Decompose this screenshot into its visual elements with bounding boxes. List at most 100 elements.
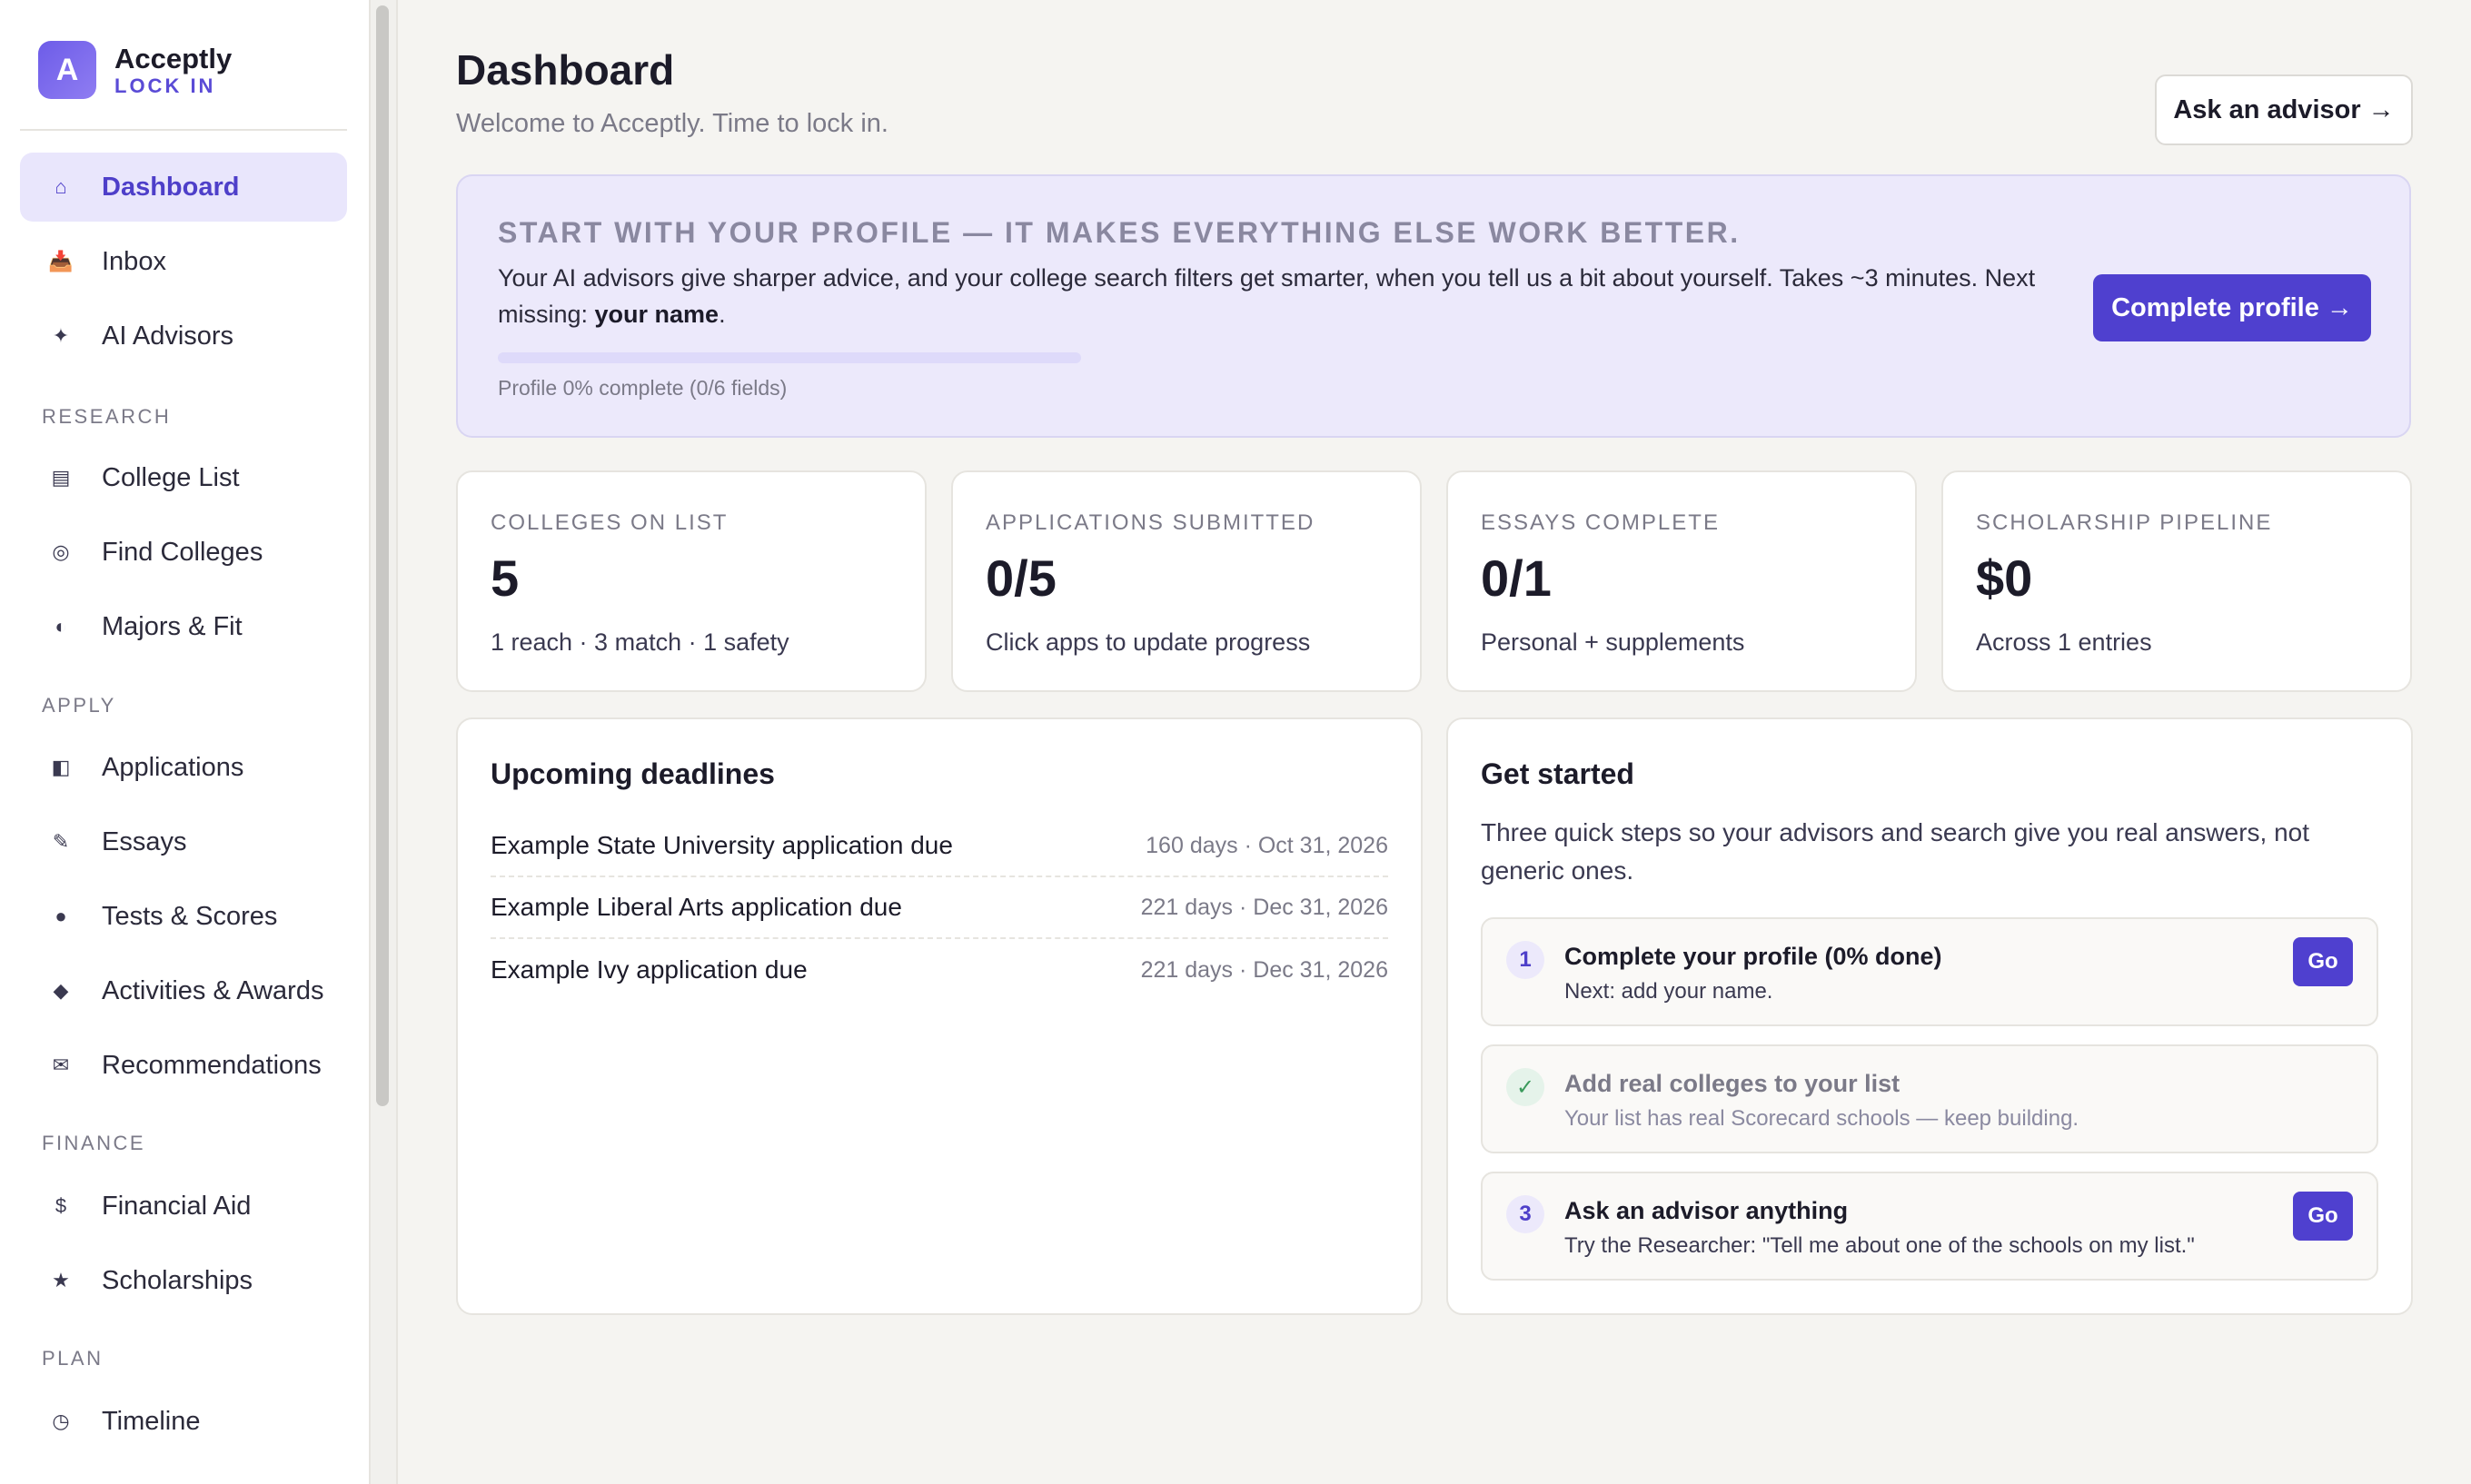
get-started-panel: Get started Three quick steps so your ad… xyxy=(1446,717,2413,1315)
panel-title: Upcoming deadlines xyxy=(491,757,775,790)
step-ask-advisor: 3 Ask an advisor anything Try the Resear… xyxy=(1481,1172,2378,1281)
sidebar-item-inbox[interactable]: 📥 Inbox xyxy=(20,227,347,296)
sidebar-section-plan: PLAN xyxy=(42,1347,104,1370)
sidebar-item-label: Find Colleges xyxy=(102,537,263,567)
sidebar-item-label: Timeline xyxy=(102,1406,201,1436)
stat-card-colleges[interactable]: COLLEGES ON LIST 5 1 reach · 3 match · 1… xyxy=(456,470,927,692)
pencil-icon: ✎ xyxy=(52,830,70,853)
complete-profile-button[interactable]: Complete profile → xyxy=(2093,274,2371,341)
sidebar-item-majors-fit[interactable]: ◐ Majors & Fit xyxy=(20,592,347,661)
deadline-date: 221 days · Dec 31, 2026 xyxy=(1140,894,1388,920)
stat-subtext: Across 1 entries xyxy=(1976,628,2152,656)
stat-subtext: Personal + supplements xyxy=(1481,628,1745,656)
home-icon: ⌂ xyxy=(55,175,67,198)
brand-tagline: LOCK IN xyxy=(114,74,216,98)
dot-icon: ● xyxy=(55,905,67,927)
inbox-icon: 📥 xyxy=(48,250,74,272)
stat-card-scholarships[interactable]: SCHOLARSHIP PIPELINE $0 Across 1 entries xyxy=(1941,470,2412,692)
sidebar-item-financial-aid[interactable]: $ Financial Aid xyxy=(20,1172,347,1241)
sidebar-section-research: RESEARCH xyxy=(42,405,172,428)
banner-title: START WITH YOUR PROFILE — IT MAKES EVERY… xyxy=(498,216,1741,249)
deadline-date: 160 days · Oct 31, 2026 xyxy=(1146,832,1388,858)
go-button[interactable]: Go xyxy=(2293,937,2353,986)
page-title: Dashboard xyxy=(456,46,675,94)
sidebar-item-label: College List xyxy=(102,462,240,492)
sidebar-item-label: Majors & Fit xyxy=(102,611,243,641)
step-subtext: Next: add your name. xyxy=(1564,979,1773,1004)
sidebar-item-activities-awards[interactable]: ◆ Activities & Awards xyxy=(20,956,347,1025)
sidebar-item-label: Essays xyxy=(102,826,187,856)
step-subtext: Your list has real Scorecard schools — k… xyxy=(1564,1106,2079,1131)
step-title: Ask an advisor anything xyxy=(1564,1197,1849,1224)
sidebar-item-label: Activities & Awards xyxy=(102,975,324,1005)
deadline-row[interactable]: Example Liberal Arts application due 221… xyxy=(491,877,1388,939)
get-started-intro: Three quick steps so your advisors and s… xyxy=(1481,818,2310,885)
profile-banner: START WITH YOUR PROFILE — IT MAKES EVERY… xyxy=(456,174,2411,438)
stat-card-essays[interactable]: ESSAYS COMPLETE 0/1 Personal + supplemen… xyxy=(1446,470,1917,692)
sidebar-item-recommendations[interactable]: ✉ Recommendations xyxy=(20,1031,347,1100)
step-add-colleges: ✓ Add real colleges to your list Your li… xyxy=(1481,1044,2378,1153)
sidebar-item-label: Inbox xyxy=(102,246,166,276)
stat-card-applications[interactable]: APPLICATIONS SUBMITTED 0/5 Click apps to… xyxy=(951,470,1422,692)
brand[interactable]: A Acceptly LOCK IN xyxy=(38,41,232,99)
panel-title: Get started xyxy=(1481,757,1634,790)
banner-body-text: Your AI advisors give sharper advice, an… xyxy=(498,264,2036,328)
profile-progress-text: Profile 0% complete (0/6 fields) xyxy=(498,376,788,400)
sidebar-item-label: Dashboard xyxy=(102,172,240,202)
clock-icon: ◷ xyxy=(52,1410,70,1432)
sidebar-item-label: Recommendations xyxy=(102,1050,322,1080)
stat-subtext: 1 reach · 3 match · 1 safety xyxy=(491,628,789,656)
deadline-name: Example Ivy application due xyxy=(491,955,808,984)
stat-value: 0/5 xyxy=(986,549,1057,607)
sidebar-scrollbar-thumb[interactable] xyxy=(376,5,389,1106)
profile-progress-bar xyxy=(498,352,1081,363)
go-button[interactable]: Go xyxy=(2293,1192,2353,1241)
banner-body: Your AI advisors give sharper advice, an… xyxy=(498,260,2079,332)
sidebar-item-ai-advisors[interactable]: ✦ AI Advisors xyxy=(20,302,347,371)
step-number: 3 xyxy=(1506,1195,1544,1233)
sidebar-item-label: Scholarships xyxy=(102,1265,253,1295)
stat-label: APPLICATIONS SUBMITTED xyxy=(986,510,1315,535)
stat-label: SCHOLARSHIP PIPELINE xyxy=(1976,510,2273,535)
diamond-icon: ◆ xyxy=(53,979,69,1002)
sidebar-item-tests-scores[interactable]: ● Tests & Scores xyxy=(20,882,347,951)
deadline-name: Example Liberal Arts application due xyxy=(491,893,902,921)
page-subtitle: Welcome to Acceptly. Time to lock in. xyxy=(456,109,888,138)
checkmark-icon: ✓ xyxy=(1506,1068,1544,1106)
stat-label: COLLEGES ON LIST xyxy=(491,510,729,535)
sidebar-item-essays[interactable]: ✎ Essays xyxy=(20,807,347,876)
step-title: Complete your profile (0% done) xyxy=(1564,943,1942,970)
stat-value: 0/1 xyxy=(1481,549,1552,607)
sidebar-item-label: Financial Aid xyxy=(102,1191,252,1221)
sidebar-item-find-colleges[interactable]: ◎ Find Colleges xyxy=(20,518,347,587)
ask-advisor-button[interactable]: Ask an advisor → xyxy=(2155,74,2413,145)
stat-subtext: Click apps to update progress xyxy=(986,628,1311,656)
deadline-date: 221 days · Dec 31, 2026 xyxy=(1140,956,1388,983)
deadline-name: Example State University application due xyxy=(491,831,953,859)
deadline-row[interactable]: Example Ivy application due 221 days · D… xyxy=(491,939,1388,1001)
brand-name: Acceptly xyxy=(114,42,233,74)
sidebar-item-label: AI Advisors xyxy=(102,321,234,351)
dollar-icon: $ xyxy=(55,1194,67,1217)
sidebar-item-dashboard[interactable]: ⌂ Dashboard xyxy=(20,153,347,222)
stat-label: ESSAYS COMPLETE xyxy=(1481,510,1720,535)
brand-logo: A xyxy=(38,41,96,99)
envelope-icon: ✉ xyxy=(52,1054,70,1076)
step-title: Add real colleges to your list xyxy=(1564,1070,1900,1097)
deadline-row[interactable]: Example State University application due… xyxy=(491,816,1388,877)
sidebar-item-college-list[interactable]: ▤ College List xyxy=(20,443,347,512)
sidebar-section-apply: APPLY xyxy=(42,694,116,717)
banner-body-end: . xyxy=(719,301,726,328)
banner-body-missing-field: your name xyxy=(594,301,719,328)
sidebar-section-finance: FINANCE xyxy=(42,1132,146,1154)
step-number: 1 xyxy=(1506,941,1544,979)
list-icon: ▤ xyxy=(51,466,71,489)
sidebar-item-scholarships[interactable]: ★ Scholarships xyxy=(20,1246,347,1315)
document-icon: ◧ xyxy=(51,756,71,778)
upcoming-deadlines-panel: Upcoming deadlines Example State Univers… xyxy=(456,717,1423,1315)
sidebar-item-label: Tests & Scores xyxy=(102,901,278,931)
step-complete-profile: 1 Complete your profile (0% done) Next: … xyxy=(1481,917,2378,1026)
target-icon: ◎ xyxy=(52,540,70,563)
sidebar-item-timeline[interactable]: ◷ Timeline xyxy=(20,1387,347,1456)
sidebar-item-applications[interactable]: ◧ Applications xyxy=(20,733,347,802)
